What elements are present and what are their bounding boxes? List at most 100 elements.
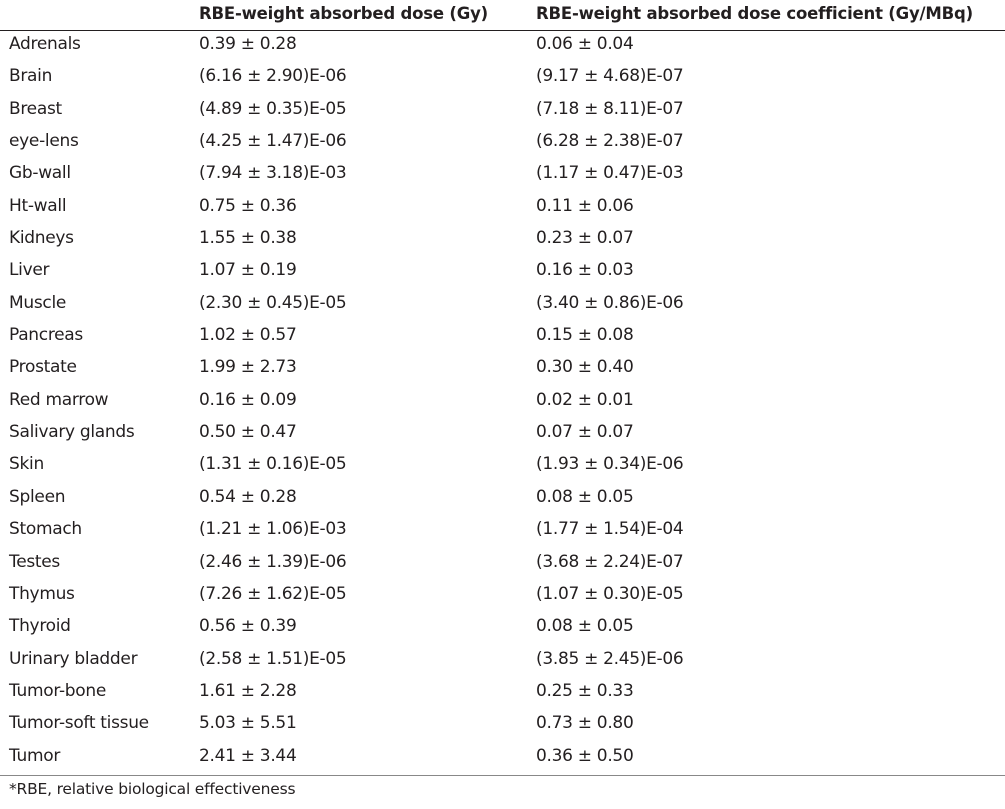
table-row: Breast (4.89 ± 0.35)E-05 (7.18 ± 8.11)E-07 bbox=[0, 96, 1005, 128]
dose-coefficient-value: 0.15 ± 0.08 bbox=[536, 325, 634, 346]
dose-coefficient-value: (7.18 ± 8.11)E-07 bbox=[536, 98, 684, 119]
absorbed-dose-value: 0.39 ± 0.28 bbox=[199, 34, 297, 54]
table-body: Adrenals 0.39 ± 0.28 0.06 ± 0.04 Brain (6.16… bbox=[0, 31, 1005, 775]
table-bottom-rule bbox=[0, 775, 1005, 776]
organ-name: Tumor bbox=[9, 745, 61, 766]
dose-coefficient-value: (1.17 ± 0.47)E-03 bbox=[536, 163, 684, 184]
table-row: Red marrow 0.16 ± 0.09 0.02 ± 0.01 bbox=[0, 387, 1005, 419]
table-row: Liver 1.07 ± 0.19 0.16 ± 0.03 bbox=[0, 257, 1005, 289]
table-row: Tumor-soft tissue 5.03 ± 5.51 0.73 ± 0.80 bbox=[0, 710, 1005, 742]
dose-coefficient-value: (1.07 ± 0.30)E-05 bbox=[536, 583, 684, 604]
organ-name: Ht-wall bbox=[9, 195, 67, 216]
table-row: Kidneys 1.55 ± 0.38 0.23 ± 0.07 bbox=[0, 225, 1005, 257]
dose-coefficient-value: (9.17 ± 4.68)E-07 bbox=[536, 66, 684, 87]
table-row: Thyroid 0.56 ± 0.39 0.08 ± 0.05 bbox=[0, 613, 1005, 645]
organ-name: Prostate bbox=[9, 357, 77, 378]
table-row: Testes (2.46 ± 1.39)E-06 (3.68 ± 2.24)E-07 bbox=[0, 549, 1005, 581]
absorbed-dose-value: 1.02 ± 0.57 bbox=[199, 325, 297, 346]
table-row: Tumor 2.41 ± 3.44 0.36 ± 0.50 bbox=[0, 743, 1005, 775]
dose-coefficient-value: (1.77 ± 1.54)E-04 bbox=[536, 519, 684, 540]
table-row: Thymus (7.26 ± 1.62)E-05 (1.07 ± 0.30)E-05 bbox=[0, 581, 1005, 613]
absorbed-dose-value: 0.54 ± 0.28 bbox=[199, 486, 297, 507]
table-footnote: *RBE, relative biological effectiveness bbox=[9, 780, 296, 798]
dose-coefficient-value: (6.28 ± 2.38)E-07 bbox=[536, 131, 684, 152]
table-row: Pancreas 1.02 ± 0.57 0.15 ± 0.08 bbox=[0, 322, 1005, 354]
table-row: Tumor-bone 1.61 ± 2.28 0.25 ± 0.33 bbox=[0, 678, 1005, 710]
organ-name: Thyroid bbox=[9, 616, 71, 637]
organ-name: Breast bbox=[9, 98, 62, 119]
organ-name: Stomach bbox=[9, 519, 82, 540]
table-row: Skin (1.31 ± 0.16)E-05 (1.93 ± 0.34)E-06 bbox=[0, 451, 1005, 483]
organ-name: Tumor-soft tissue bbox=[9, 713, 149, 734]
absorbed-dose-value: 1.55 ± 0.38 bbox=[199, 228, 297, 249]
dose-coefficient-value: 0.11 ± 0.06 bbox=[536, 195, 634, 216]
organ-name: Salivary glands bbox=[9, 422, 135, 443]
organ-name: Kidneys bbox=[9, 228, 74, 249]
table-row: Brain (6.16 ± 2.90)E-06 (9.17 ± 4.68)E-07 bbox=[0, 63, 1005, 95]
organ-name: Brain bbox=[9, 66, 53, 87]
table-row: eye-lens (4.25 ± 1.47)E-06 (6.28 ± 2.38)E-… bbox=[0, 128, 1005, 160]
header-absorbed-dose: RBE-weight absorbed dose (Gy) bbox=[199, 4, 488, 23]
table-header: RBE-weight absorbed dose (Gy) RBE-weight… bbox=[0, 0, 1005, 30]
header-rule bbox=[0, 30, 1005, 31]
dose-coefficient-value: 0.36 ± 0.50 bbox=[536, 745, 634, 766]
absorbed-dose-value: (7.94 ± 3.18)E-03 bbox=[199, 163, 347, 184]
absorbed-dose-value: 1.99 ± 2.73 bbox=[199, 357, 297, 378]
organ-name: Spleen bbox=[9, 486, 66, 507]
dose-coefficient-value: 0.06 ± 0.04 bbox=[536, 34, 634, 54]
dose-table: RBE-weight absorbed dose (Gy) RBE-weight… bbox=[0, 0, 1005, 776]
dose-coefficient-value: 0.25 ± 0.33 bbox=[536, 680, 634, 701]
table-row: Stomach (1.21 ± 1.06)E-03 (1.77 ± 1.54)E-0… bbox=[0, 516, 1005, 548]
dose-coefficient-value: 0.30 ± 0.40 bbox=[536, 357, 634, 378]
absorbed-dose-value: 5.03 ± 5.51 bbox=[199, 713, 297, 734]
table-row: Adrenals 0.39 ± 0.28 0.06 ± 0.04 bbox=[0, 31, 1005, 63]
dose-coefficient-value: 0.23 ± 0.07 bbox=[536, 228, 634, 249]
absorbed-dose-value: (2.30 ± 0.45)E-05 bbox=[199, 292, 347, 313]
table-row: Salivary glands 0.50 ± 0.47 0.07 ± 0.07 bbox=[0, 419, 1005, 451]
absorbed-dose-value: (1.21 ± 1.06)E-03 bbox=[199, 519, 347, 540]
dose-coefficient-value: 0.73 ± 0.80 bbox=[536, 713, 634, 734]
organ-name: Urinary bladder bbox=[9, 648, 138, 669]
absorbed-dose-value: 0.16 ± 0.09 bbox=[199, 389, 297, 410]
absorbed-dose-value: 1.07 ± 0.19 bbox=[199, 260, 297, 281]
dose-coefficient-value: 0.02 ± 0.01 bbox=[536, 389, 634, 410]
organ-name: Testes bbox=[9, 551, 60, 572]
organ-name: Liver bbox=[9, 260, 50, 281]
dose-coefficient-value: 0.08 ± 0.05 bbox=[536, 616, 634, 637]
organ-name: Adrenals bbox=[9, 34, 81, 54]
table-row: Gb-wall (7.94 ± 3.18)E-03 (1.17 ± 0.47)E-0… bbox=[0, 160, 1005, 192]
table-row: Prostate 1.99 ± 2.73 0.30 ± 0.40 bbox=[0, 354, 1005, 386]
organ-name: Thymus bbox=[9, 583, 75, 604]
absorbed-dose-value: (1.31 ± 0.16)E-05 bbox=[199, 454, 347, 475]
table-row: Spleen 0.54 ± 0.28 0.08 ± 0.05 bbox=[0, 484, 1005, 516]
organ-name: Skin bbox=[9, 454, 44, 475]
header-dose-coefficient: RBE-weight absorbed dose coefficient (Gy… bbox=[536, 4, 973, 23]
organ-name: Red marrow bbox=[9, 389, 109, 410]
table-row: Urinary bladder (2.58 ± 1.51)E-05 (3.85 ± … bbox=[0, 646, 1005, 678]
absorbed-dose-value: 1.61 ± 2.28 bbox=[199, 680, 297, 701]
table-row: Muscle (2.30 ± 0.45)E-05 (3.40 ± 0.86)E-06 bbox=[0, 290, 1005, 322]
table-row: Ht-wall 0.75 ± 0.36 0.11 ± 0.06 bbox=[0, 193, 1005, 225]
organ-name: Muscle bbox=[9, 292, 67, 313]
organ-name: eye-lens bbox=[9, 131, 79, 152]
organ-name: Gb-wall bbox=[9, 163, 71, 184]
absorbed-dose-value: (6.16 ± 2.90)E-06 bbox=[199, 66, 347, 87]
organ-name: Pancreas bbox=[9, 325, 83, 346]
absorbed-dose-value: 2.41 ± 3.44 bbox=[199, 745, 297, 766]
absorbed-dose-value: 0.50 ± 0.47 bbox=[199, 422, 297, 443]
dose-coefficient-value: (1.93 ± 0.34)E-06 bbox=[536, 454, 684, 475]
organ-name: Tumor-bone bbox=[9, 680, 106, 701]
absorbed-dose-value: (4.89 ± 0.35)E-05 bbox=[199, 98, 347, 119]
dose-coefficient-value: (3.68 ± 2.24)E-07 bbox=[536, 551, 684, 572]
absorbed-dose-value: (4.25 ± 1.47)E-06 bbox=[199, 131, 347, 152]
dose-coefficient-value: 0.08 ± 0.05 bbox=[536, 486, 634, 507]
dose-coefficient-value: 0.16 ± 0.03 bbox=[536, 260, 634, 281]
dose-coefficient-value: (3.85 ± 2.45)E-06 bbox=[536, 648, 684, 669]
dose-coefficient-value: 0.07 ± 0.07 bbox=[536, 422, 634, 443]
absorbed-dose-value: (7.26 ± 1.62)E-05 bbox=[199, 583, 347, 604]
absorbed-dose-value: (2.46 ± 1.39)E-06 bbox=[199, 551, 347, 572]
dose-coefficient-value: (3.40 ± 0.86)E-06 bbox=[536, 292, 684, 313]
absorbed-dose-value: 0.56 ± 0.39 bbox=[199, 616, 297, 637]
absorbed-dose-value: 0.75 ± 0.36 bbox=[199, 195, 297, 216]
absorbed-dose-value: (2.58 ± 1.51)E-05 bbox=[199, 648, 347, 669]
